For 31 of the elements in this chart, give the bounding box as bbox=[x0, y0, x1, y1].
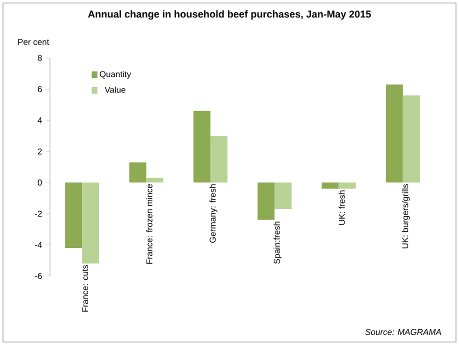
x-tick-label: UK: fresh bbox=[338, 190, 345, 225]
y-tick-label: -4 bbox=[35, 242, 42, 248]
source-note: Source: MAGRAMA bbox=[365, 328, 441, 335]
bar bbox=[65, 182, 82, 248]
y-axis-title: Per cent bbox=[18, 39, 50, 45]
y-tick-label: 4 bbox=[38, 117, 42, 124]
chart-title: Annual change in household beef purchases, Jan-May 2015 bbox=[88, 10, 371, 20]
bar bbox=[210, 136, 228, 183]
bar bbox=[322, 182, 339, 189]
y-tick-label: -2 bbox=[35, 210, 42, 217]
y-tick-label: 6 bbox=[38, 86, 42, 92]
legend-label: Quantity bbox=[100, 70, 132, 79]
x-tick-label: Germany: fresh bbox=[209, 184, 218, 243]
bar bbox=[82, 182, 100, 264]
bar bbox=[146, 178, 164, 183]
y-tick-label: 2 bbox=[38, 148, 42, 154]
y-tick-label: -6 bbox=[35, 272, 42, 279]
x-tick-label: UK: burgers/grills bbox=[402, 184, 410, 248]
bar bbox=[258, 182, 275, 220]
bar bbox=[402, 95, 420, 183]
bar bbox=[274, 182, 292, 210]
y-tick-label: 8 bbox=[38, 54, 42, 61]
bar bbox=[386, 84, 403, 183]
x-tick-label: France: frozen mince bbox=[146, 184, 152, 264]
x-tick-label: France: cuts bbox=[82, 265, 88, 312]
bar bbox=[338, 182, 356, 189]
y-tick-label: 0 bbox=[38, 180, 42, 186]
legend-label: Value bbox=[104, 86, 126, 93]
bar bbox=[193, 110, 210, 183]
bar bbox=[129, 162, 146, 183]
x-tick-label: Spain:fresh bbox=[274, 222, 282, 264]
